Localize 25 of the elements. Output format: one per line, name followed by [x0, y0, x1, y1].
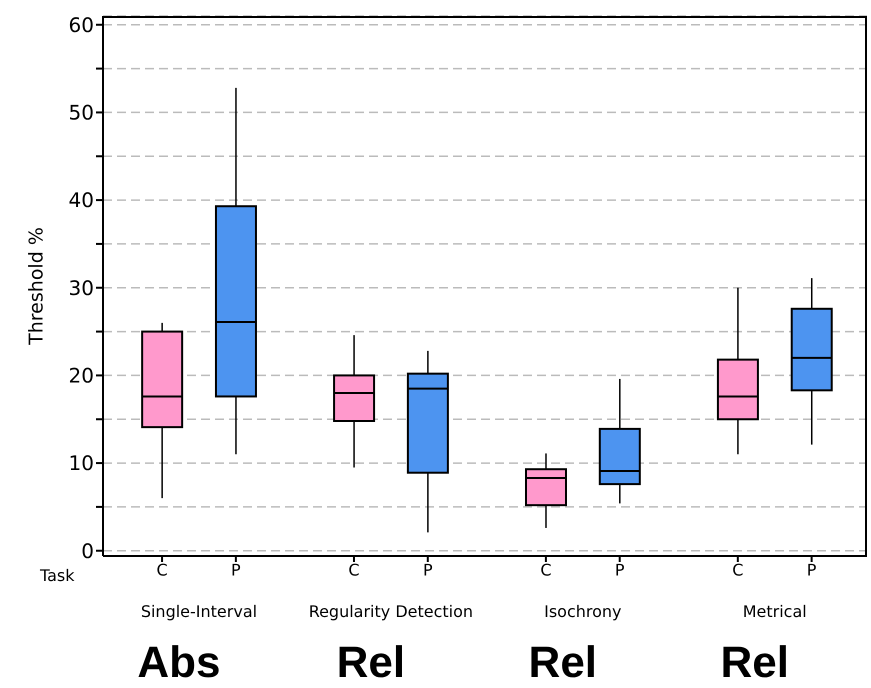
text: Metrical	[742, 602, 808, 621]
x-tick-label: C	[348, 560, 360, 580]
y-tick-label: 50	[68, 100, 94, 125]
y-tick-label: 30	[68, 276, 94, 300]
y-axis-title: Threshold %	[26, 227, 48, 346]
x-tick-label: P	[231, 560, 242, 580]
x-tick-label: C	[540, 560, 552, 580]
y-tick-label: 40	[68, 188, 94, 212]
x-tick-label: P	[806, 560, 817, 580]
x-tick-label: P	[614, 560, 625, 580]
y-tick-label: 20	[68, 364, 94, 388]
text: Regularity Detection	[308, 602, 474, 621]
text: Task	[40, 566, 75, 585]
y-tick-label: 0	[81, 538, 94, 563]
text: Single-Interval	[140, 602, 258, 621]
text: Rel	[528, 638, 598, 688]
text: Rel	[719, 638, 790, 688]
text: Abs	[136, 638, 222, 688]
y-tick-label: 60	[68, 12, 94, 37]
x-tick-label: C	[156, 560, 168, 580]
x-tick-label: P	[422, 560, 433, 580]
x-tick-label: C	[732, 560, 744, 580]
text: Isochrony	[544, 602, 622, 621]
text: Rel	[336, 638, 406, 688]
y-tick-label: 10	[68, 451, 94, 476]
